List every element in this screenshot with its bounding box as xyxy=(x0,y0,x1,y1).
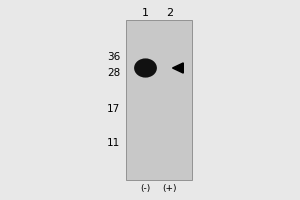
Text: (-): (-) xyxy=(140,184,151,194)
Bar xyxy=(126,20,192,180)
Polygon shape xyxy=(172,63,183,73)
Text: 36: 36 xyxy=(107,52,120,62)
Text: 17: 17 xyxy=(107,104,120,114)
Text: 1: 1 xyxy=(142,8,149,18)
Ellipse shape xyxy=(134,58,157,78)
Text: 11: 11 xyxy=(107,138,120,148)
Text: 28: 28 xyxy=(107,68,120,78)
Text: 2: 2 xyxy=(166,8,173,18)
Text: (+): (+) xyxy=(162,184,177,194)
